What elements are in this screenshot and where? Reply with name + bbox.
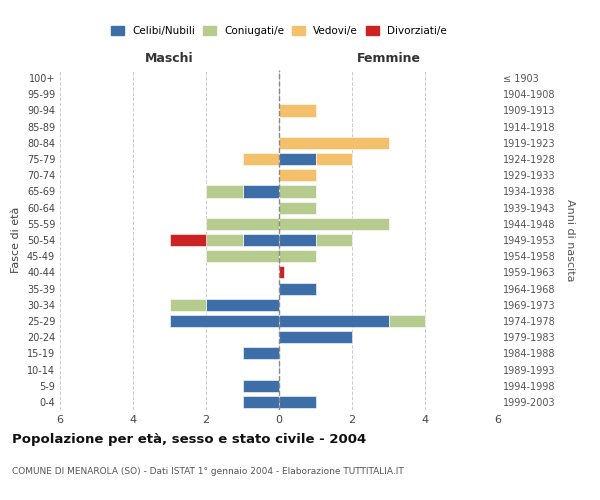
Bar	[279, 266, 284, 278]
Legend: Celibi/Nubili, Coniugati/e, Vedovi/e, Divorziati/e: Celibi/Nubili, Coniugati/e, Vedovi/e, Di…	[108, 22, 450, 39]
Bar	[279, 331, 352, 343]
Bar	[206, 218, 279, 230]
Bar	[170, 234, 206, 246]
Bar	[389, 315, 425, 327]
Bar	[279, 282, 316, 294]
Bar	[242, 234, 279, 246]
Text: Popolazione per età, sesso e stato civile - 2004: Popolazione per età, sesso e stato civil…	[12, 432, 366, 446]
Text: COMUNE DI MENAROLA (SO) - Dati ISTAT 1° gennaio 2004 - Elaborazione TUTTITALIA.I: COMUNE DI MENAROLA (SO) - Dati ISTAT 1° …	[12, 468, 404, 476]
Bar	[170, 315, 279, 327]
Bar	[279, 218, 389, 230]
Y-axis label: Fasce di età: Fasce di età	[11, 207, 21, 273]
Bar	[206, 234, 242, 246]
Bar	[206, 298, 279, 311]
Bar	[279, 396, 316, 408]
Bar	[316, 153, 352, 165]
Bar	[279, 104, 316, 117]
Bar	[242, 380, 279, 392]
Bar	[242, 396, 279, 408]
Text: Femmine: Femmine	[356, 52, 421, 65]
Bar	[242, 348, 279, 360]
Bar	[242, 186, 279, 198]
Y-axis label: Anni di nascita: Anni di nascita	[565, 198, 575, 281]
Bar	[279, 250, 316, 262]
Bar	[206, 250, 279, 262]
Bar	[242, 153, 279, 165]
Bar	[206, 186, 242, 198]
Text: Maschi: Maschi	[145, 52, 194, 65]
Bar	[279, 234, 316, 246]
Bar	[279, 315, 389, 327]
Bar	[279, 153, 316, 165]
Bar	[279, 202, 316, 213]
Bar	[170, 298, 206, 311]
Bar	[279, 186, 316, 198]
Bar	[316, 234, 352, 246]
Bar	[279, 169, 316, 181]
Bar	[279, 137, 389, 149]
